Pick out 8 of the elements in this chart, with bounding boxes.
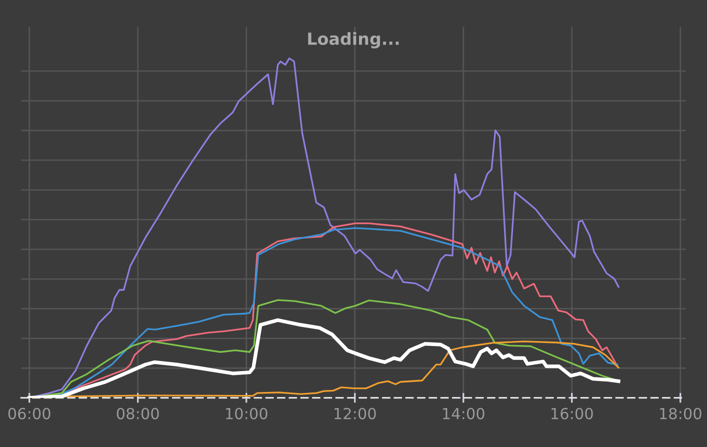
x-tick-label: 08:00 <box>116 408 159 420</box>
x-tick-label: 16:00 <box>552 408 593 420</box>
text: Loading... <box>308 32 399 48</box>
x-tick-label: 10:00 <box>226 408 268 420</box>
x-tick-label: 18:00 <box>660 408 702 420</box>
x-tick-label: 14:00 <box>443 408 484 420</box>
x-tick-label: 12:00 <box>334 408 376 420</box>
x-tick-label: 06:00 <box>8 408 50 420</box>
